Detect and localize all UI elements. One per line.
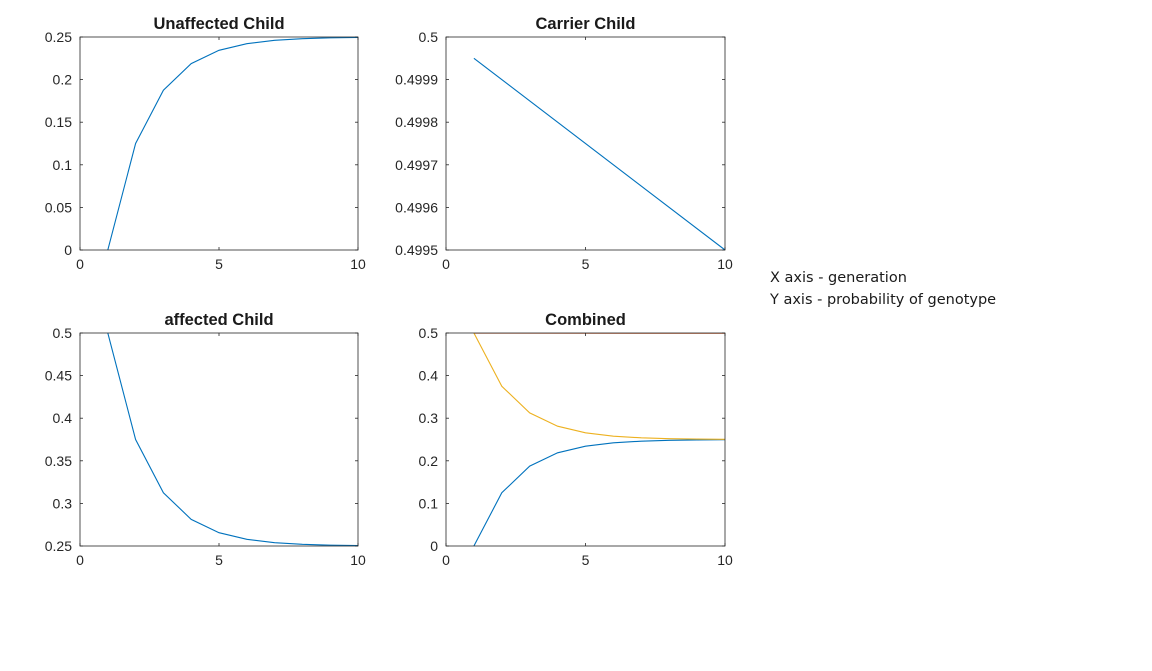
series-line-carrier-child-0: [473, 57, 725, 250]
y-tick-label-unaffected-child: 0.15: [45, 114, 72, 130]
axis-notes: X axis - generation Y axis - probability…: [770, 267, 996, 311]
y-tick-label-affected-child: 0.5: [53, 325, 73, 341]
x-tick-label-affected-child: 5: [215, 552, 223, 568]
series-line-combined-2: [473, 333, 725, 440]
axes-box-combined: [445, 332, 726, 547]
y-tick-label-carrier-child: 0.4995: [395, 242, 438, 258]
x-axis-note: X axis - generation: [770, 270, 907, 286]
x-tick-label-combined: 10: [717, 552, 733, 568]
y-tick-label-unaffected-child: 0.25: [45, 29, 72, 45]
y-tick-label-affected-child: 0.45: [45, 368, 72, 384]
y-tick-label-carrier-child: 0.4997: [395, 157, 438, 173]
x-tick-label-carrier-child: 0: [442, 256, 450, 272]
series-line-affected-child-0: [107, 333, 358, 546]
y-tick-label-carrier-child: 0.4996: [395, 199, 438, 215]
axes-box-unaffected-child: [79, 36, 359, 251]
y-tick-label-affected-child: 0.35: [45, 453, 72, 469]
x-tick-label-unaffected-child: 10: [350, 256, 366, 272]
y-tick-label-unaffected-child: 0.2: [53, 72, 73, 88]
chart-combined: 0 5 10 0 0.1 0.2 0.3 0.4 0.5 Combined: [419, 311, 733, 568]
y-tick-label-combined: 0.5: [419, 325, 439, 341]
x-tick-label-carrier-child: 5: [582, 256, 590, 272]
y-tick-label-combined: 0: [430, 538, 438, 554]
y-axis-note: Y axis - probability of genotype: [770, 292, 997, 308]
x-tick-label-combined: 0: [442, 552, 450, 568]
x-tick-label-carrier-child: 10: [717, 256, 733, 272]
y-tick-label-combined: 0.4: [419, 368, 439, 384]
y-tick-label-combined: 0.2: [419, 453, 439, 469]
y-tick-label-carrier-child: 0.5: [419, 29, 439, 45]
x-tick-label-unaffected-child: 0: [76, 256, 84, 272]
y-tick-label-unaffected-child: 0.1: [53, 157, 73, 173]
x-tick-label-affected-child: 10: [350, 552, 366, 568]
x-tick-label-unaffected-child: 5: [215, 256, 223, 272]
y-tick-label-carrier-child: 0.4999: [395, 72, 438, 88]
chart-title-carrier-child: Carrier Child: [536, 15, 636, 33]
y-tick-label-combined: 0.1: [419, 495, 439, 511]
chart-title-affected-child: affected Child: [164, 311, 273, 329]
chart-carrier-child: 0 5 10 0.4995 0.4996 0.4997 0.4998 0.4999 0.5 Car…: [395, 15, 733, 272]
y-tick-label-affected-child: 0.3: [53, 495, 73, 511]
series-line-unaffected-child-0: [107, 37, 358, 250]
chart-title-unaffected-child: Unaffected Child: [153, 15, 284, 33]
y-tick-label-affected-child: 0.4: [53, 410, 73, 426]
y-tick-label-unaffected-child: 0.05: [45, 199, 72, 215]
y-tick-label-affected-child: 0.25: [45, 538, 72, 554]
chart-affected-child: 0 5 10 0.25 0.3 0.35 0.4 0.45 0.5 affected Child: [45, 311, 366, 568]
x-tick-label-affected-child: 0: [76, 552, 84, 568]
chart-title-combined: Combined: [545, 311, 626, 329]
y-tick-label-combined: 0.3: [419, 410, 439, 426]
y-tick-label-carrier-child: 0.4998: [395, 114, 438, 130]
x-tick-label-combined: 5: [582, 552, 590, 568]
chart-unaffected-child: 0 5 10 0 0.05 0.1 0.15 0.2 0.25 Unaffected Child: [45, 15, 366, 272]
axes-box-affected-child: [79, 332, 359, 547]
y-tick-label-unaffected-child: 0: [64, 242, 72, 258]
series-line-combined-0: [473, 439, 725, 546]
